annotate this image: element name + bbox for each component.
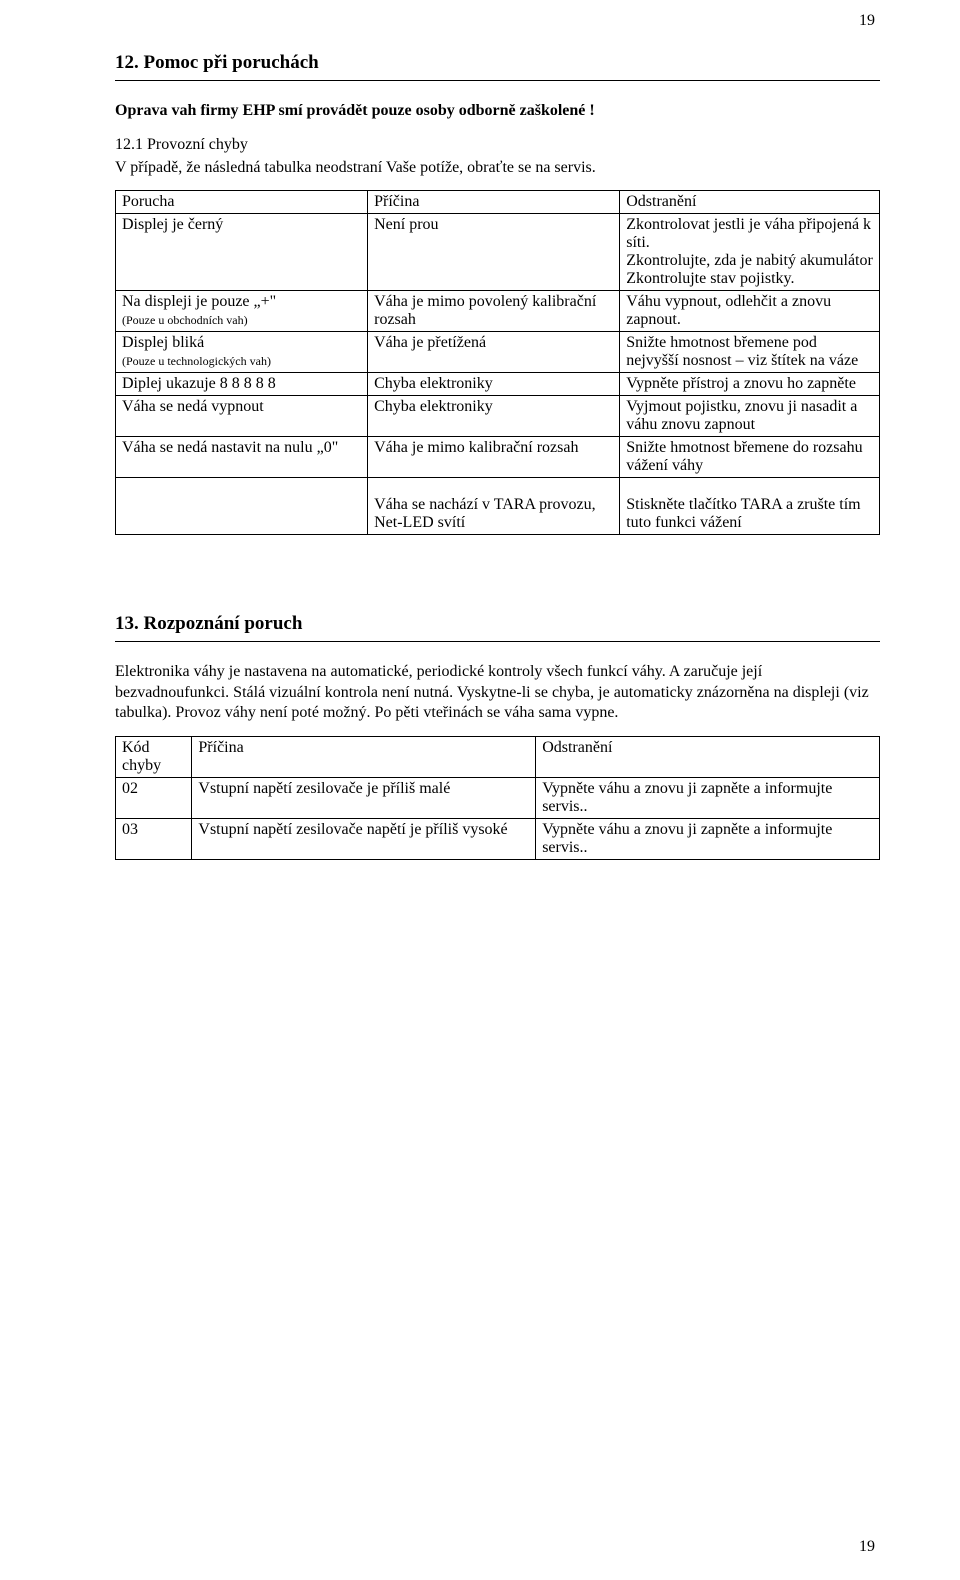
table-header-row: Porucha Příčina Odstranění — [116, 191, 880, 214]
section-12-subtext: V případě, že následná tabulka neodstran… — [115, 158, 880, 178]
table-cell: Vstupní napětí zesilovače je příliš malé — [192, 777, 536, 818]
table-cell: 02 — [116, 777, 192, 818]
table-cell: Váha je mimo kalibrační rozsah — [368, 437, 620, 478]
table-header: Kód chyby — [116, 736, 192, 777]
table-cell: Vypněte přístroj a znovu ho zapněte — [620, 373, 880, 396]
table-cell — [116, 478, 368, 535]
table-cell: Chyba elektroniky — [368, 373, 620, 396]
table-header-row: Kód chyby Příčina Odstranění — [116, 736, 880, 777]
table-cell: Váhu vypnout, odlehčit a znovu zapnout. — [620, 291, 880, 332]
table-cell: Vyjmout pojistku, znovu ji nasadit a váh… — [620, 396, 880, 437]
table-header: Odstranění — [620, 191, 880, 214]
table-cell: Váha se nedá nastavit na nulu „0" — [116, 437, 368, 478]
table-row: Displej je černý Není prou Zkontrolovat … — [116, 214, 880, 291]
section-12-title: 12. Pomoc při poruchách — [115, 52, 880, 74]
table-header: Porucha — [116, 191, 368, 214]
section-rule — [115, 641, 880, 642]
table-header: Příčina — [368, 191, 620, 214]
table-row: Váha se nedá vypnout Chyba elektroniky V… — [116, 396, 880, 437]
cell-small: (Pouze u technologických vah) — [122, 354, 271, 368]
table-cell: Zkontrolovat jestli je váha připojená k … — [620, 214, 880, 291]
cell-line: Na displeji je pouze „+" — [122, 293, 276, 310]
table-cell: Snižte hmotnost břemene pod nejvyšší nos… — [620, 332, 880, 373]
table-header: Příčina — [192, 736, 536, 777]
table-cell: 03 — [116, 818, 192, 859]
table-row: Váha se nedá nastavit na nulu „0" Váha j… — [116, 437, 880, 478]
table-cell: Na displeji je pouze „+" (Pouze u obchod… — [116, 291, 368, 332]
table-row: Na displeji je pouze „+" (Pouze u obchod… — [116, 291, 880, 332]
section-rule — [115, 80, 880, 81]
table-cell: Vypněte váhu a znovu ji zapněte a inform… — [536, 818, 880, 859]
table-header: Odstranění — [536, 736, 880, 777]
table-row: Váha se nachází v TARA provozu, Net-LED … — [116, 478, 880, 535]
table-cell: Váha je mimo povolený kalibrační rozsah — [368, 291, 620, 332]
section-13-title: 13. Rozpoznání poruch — [115, 613, 880, 635]
page-number-top: 19 — [859, 12, 875, 30]
section-12-intro: Oprava vah firmy EHP smí provádět pouze … — [115, 101, 880, 121]
page: 19 12. Pomoc při poruchách Oprava vah fi… — [0, 0, 960, 1580]
table-cell: Není prou — [368, 214, 620, 291]
troubleshooting-table-1: Porucha Příčina Odstranění Displej je če… — [115, 190, 880, 535]
table-cell: Diplej ukazuje 8 8 8 8 8 — [116, 373, 368, 396]
table-row: Diplej ukazuje 8 8 8 8 8 Chyba elektroni… — [116, 373, 880, 396]
cell-line: Displej bliká — [122, 334, 204, 351]
table-cell: Váha je přetížená — [368, 332, 620, 373]
table-cell: Snižte hmotnost břemene do rozsahu vážen… — [620, 437, 880, 478]
table-cell: Chyba elektroniky — [368, 396, 620, 437]
table-row: 03 Vstupní napětí zesilovače napětí je p… — [116, 818, 880, 859]
table-row: Displej bliká (Pouze u technologických v… — [116, 332, 880, 373]
page-number-bottom: 19 — [859, 1538, 875, 1556]
table-cell: Vypněte váhu a znovu ji zapněte a inform… — [536, 777, 880, 818]
table-cell: Vstupní napětí zesilovače napětí je příl… — [192, 818, 536, 859]
section-12-subtitle: 12.1 Provozní chyby — [115, 135, 880, 155]
cell-small: (Pouze u obchodních vah) — [122, 313, 248, 327]
section-13-para: Elektronika váhy je nastavena na automat… — [115, 662, 880, 723]
table-cell: Váha se nedá vypnout — [116, 396, 368, 437]
table-cell: Displej bliká (Pouze u technologických v… — [116, 332, 368, 373]
table-cell: Stiskněte tlačítko TARA a zrušte tím tut… — [620, 478, 880, 535]
table-cell: Váha se nachází v TARA provozu, Net-LED … — [368, 478, 620, 535]
table-cell: Displej je černý — [116, 214, 368, 291]
table-row: 02 Vstupní napětí zesilovače je příliš m… — [116, 777, 880, 818]
troubleshooting-table-2: Kód chyby Příčina Odstranění 02 Vstupní … — [115, 736, 880, 860]
